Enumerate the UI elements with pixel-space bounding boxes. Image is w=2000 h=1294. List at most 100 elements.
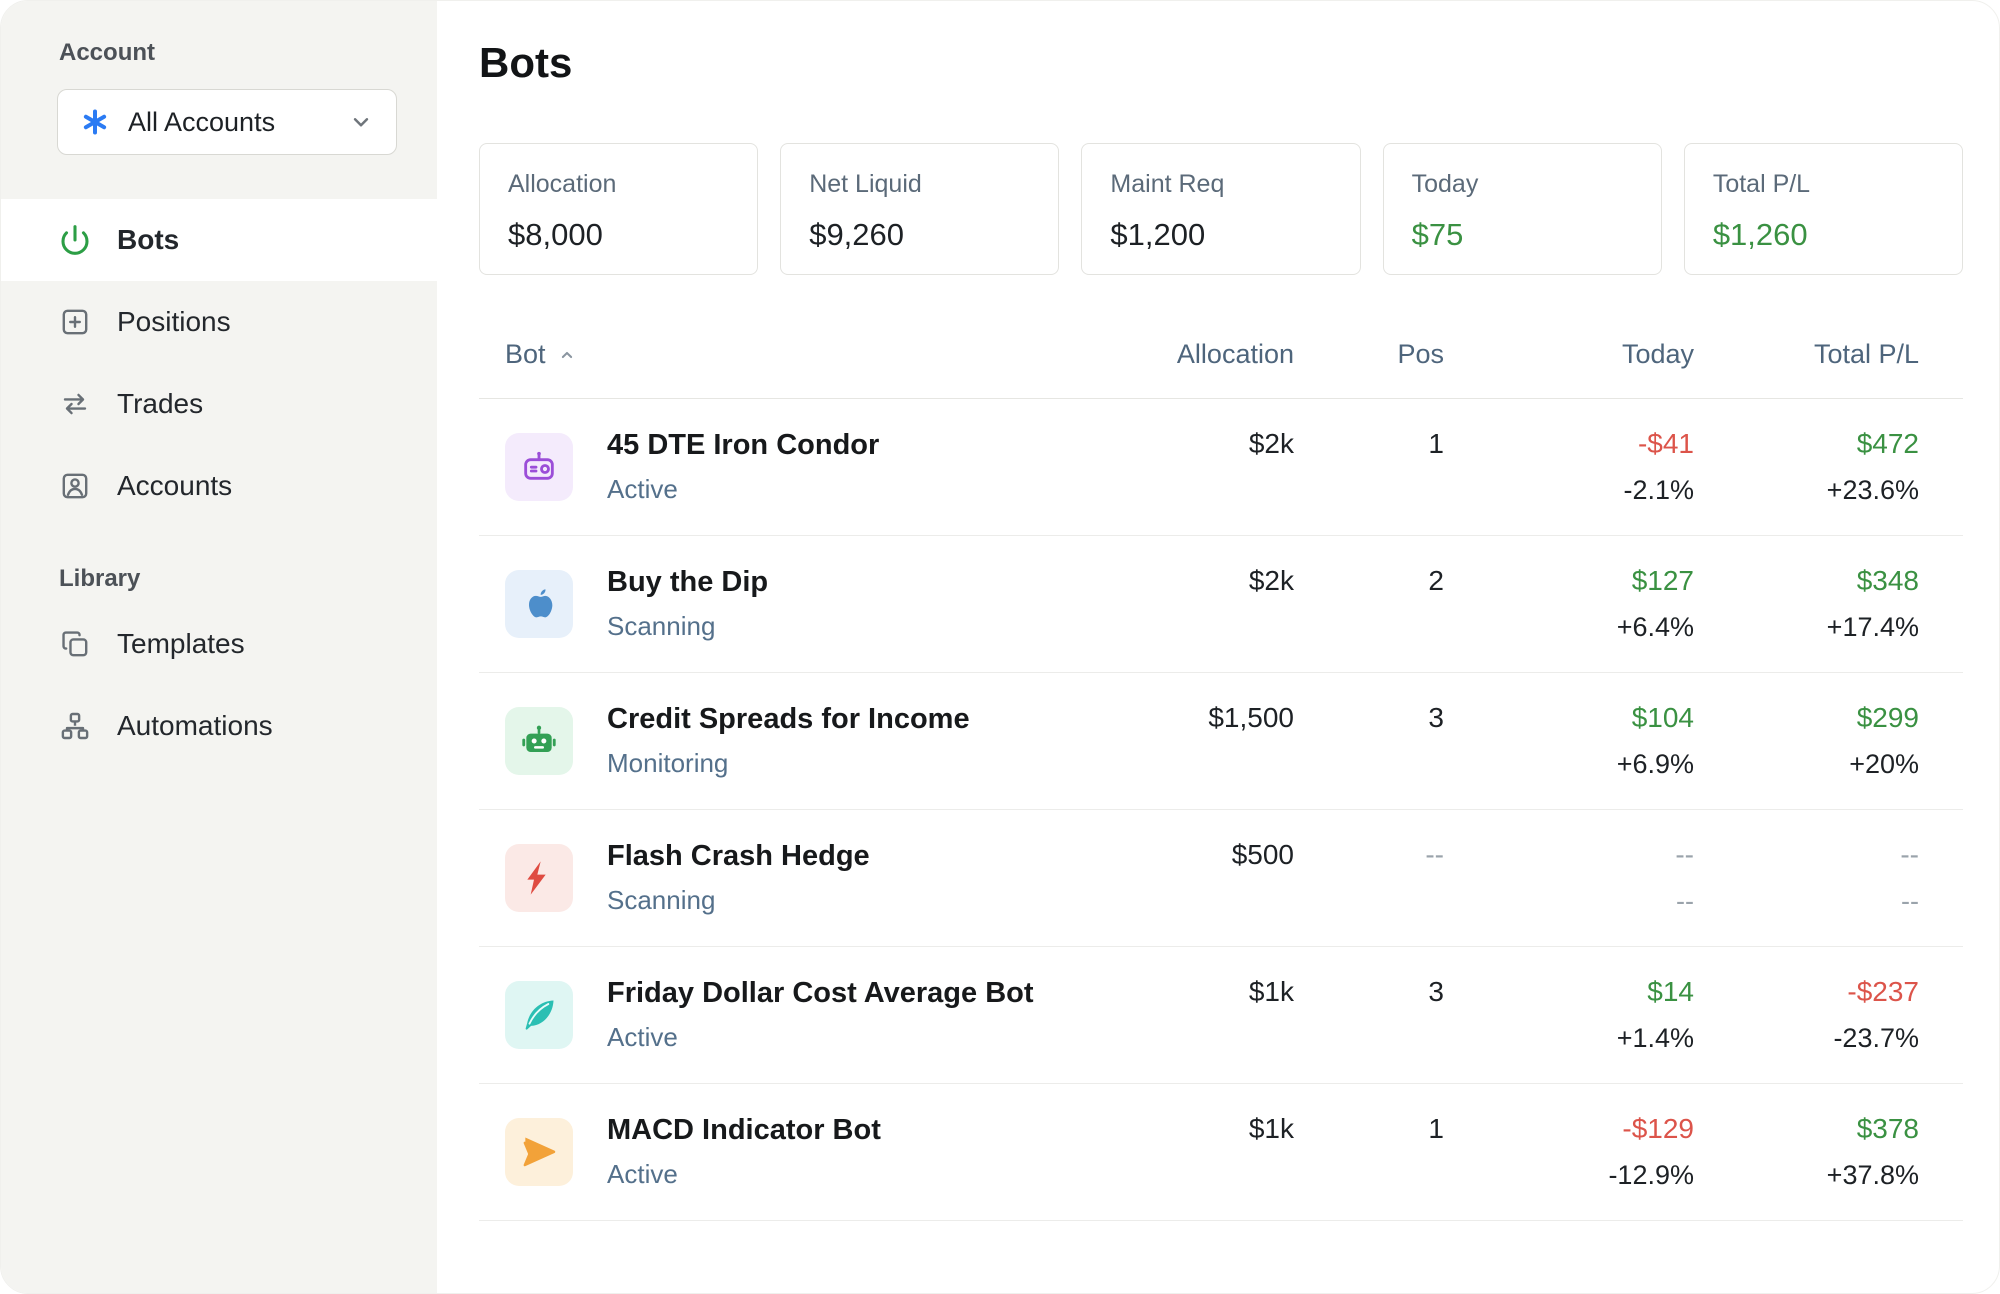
total-pl-value: $472 xyxy=(1856,428,1919,459)
sidebar-item-automations[interactable]: Automations xyxy=(1,685,437,767)
stats-row: Allocation $8,000 Net Liquid $9,260 Main… xyxy=(479,143,1964,275)
allocation-value: $500 xyxy=(1231,839,1294,870)
table-row[interactable]: 45 DTE Iron Condor Active $2k 1 -$41 -2.… xyxy=(479,399,1963,536)
stat-card: Total P/L $1,260 xyxy=(1683,143,1964,275)
stat-label: Total P/L xyxy=(1712,170,1811,198)
column-header-allocation[interactable]: Allocation xyxy=(1176,339,1294,369)
bot-status: Active xyxy=(607,474,678,504)
stat-value: $9,260 xyxy=(809,217,905,252)
pos-value: 2 xyxy=(1428,565,1444,596)
today-cell: -- -- xyxy=(1444,838,1694,918)
pos-cell: 1 xyxy=(1294,427,1444,507)
table-row[interactable]: Buy the Dip Scanning $2k 2 $127 +6.4% $3… xyxy=(479,536,1963,673)
allocation-value: $2k xyxy=(1248,428,1294,459)
stat-value: $1,200 xyxy=(1110,217,1206,252)
sidebar-nav: Bots Positions Trades Accounts xyxy=(1,199,437,527)
stat-card: Maint Req $1,200 xyxy=(1081,143,1361,275)
stat-value: $75 xyxy=(1411,217,1464,252)
account-selector-value: All Accounts xyxy=(128,106,276,137)
allocation-cell: $1k xyxy=(1079,975,1294,1055)
page-title: Bots xyxy=(479,39,573,86)
pos-value: 1 xyxy=(1428,428,1444,459)
total-pl-percent: +37.8% xyxy=(1826,1160,1919,1190)
table-body: 45 DTE Iron Condor Active $2k 1 -$41 -2.… xyxy=(479,399,1963,1221)
table-row[interactable]: MACD Indicator Bot Active $1k 1 -$129 -1… xyxy=(479,1084,1963,1221)
pos-cell: 1 xyxy=(1294,1112,1444,1192)
bot-cell: Friday Dollar Cost Average Bot Active xyxy=(505,977,1079,1053)
sidebar-library-nav: Templates Automations xyxy=(1,603,437,767)
today-percent: +6.9% xyxy=(1616,749,1694,779)
pos-value: 1 xyxy=(1428,1113,1444,1144)
caret-up-icon xyxy=(556,344,578,366)
robot-green-icon xyxy=(505,707,573,775)
today-cell: -$129 -12.9% xyxy=(1444,1112,1694,1192)
stat-card: Today $75 xyxy=(1382,143,1662,275)
table-row[interactable]: Friday Dollar Cost Average Bot Active $1… xyxy=(479,947,1963,1084)
sidebar-item-accounts[interactable]: Accounts xyxy=(1,445,437,527)
total-pl-value: $378 xyxy=(1856,1113,1919,1144)
stat-label: Today xyxy=(1411,170,1479,198)
stat-card: Net Liquid $9,260 xyxy=(780,143,1060,275)
workflow-icon xyxy=(59,710,91,742)
bot-cell: Flash Crash Hedge Scanning xyxy=(505,840,1079,916)
stat-label: Net Liquid xyxy=(809,170,922,198)
apple-icon xyxy=(505,570,573,638)
today-cell: $104 +6.9% xyxy=(1444,701,1694,781)
allocation-cell: $1,500 xyxy=(1079,701,1294,781)
sidebar-item-trades[interactable]: Trades xyxy=(1,363,437,445)
pos-value: 3 xyxy=(1428,702,1444,733)
sidebar-item-templates[interactable]: Templates xyxy=(1,603,437,685)
sidebar-item-bots[interactable]: Bots xyxy=(1,199,437,281)
chevron-down-icon xyxy=(348,109,374,135)
bot-status: Active xyxy=(607,1022,678,1052)
allocation-cell: $1k xyxy=(1079,1112,1294,1192)
bot-name: 45 DTE Iron Condor xyxy=(607,429,880,461)
stat-label: Allocation xyxy=(508,170,617,198)
swap-arrows-icon xyxy=(59,388,91,420)
bot-cell: Credit Spreads for Income Monitoring xyxy=(505,703,1079,779)
column-header-total-pl[interactable]: Total P/L xyxy=(1813,339,1919,369)
bot-name: MACD Indicator Bot xyxy=(607,1114,881,1146)
today-value: $104 xyxy=(1631,702,1694,733)
stat-label: Maint Req xyxy=(1110,170,1225,198)
power-icon xyxy=(59,224,91,256)
sidebar-item-positions[interactable]: Positions xyxy=(1,281,437,363)
asterisk-icon xyxy=(80,107,110,137)
allocation-value: $1,500 xyxy=(1208,702,1294,733)
column-header-pos[interactable]: Pos xyxy=(1397,339,1444,369)
total-pl-percent: +20% xyxy=(1849,749,1919,779)
table-row[interactable]: Flash Crash Hedge Scanning $500 -- -- --… xyxy=(479,810,1963,947)
today-percent: +1.4% xyxy=(1616,1023,1694,1053)
account-selector[interactable]: All Accounts xyxy=(57,89,397,155)
today-value: -$129 xyxy=(1622,1113,1694,1144)
bot-name: Credit Spreads for Income xyxy=(607,703,970,735)
bots-table: Bot Allocation Pos Today Total P/L 45 DT… xyxy=(479,311,1963,1221)
allocation-value: $1k xyxy=(1248,1113,1294,1144)
pos-value: 3 xyxy=(1428,976,1444,1007)
column-header-bot-label: Bot xyxy=(505,339,546,369)
today-cell: $127 +6.4% xyxy=(1444,564,1694,644)
feather-icon xyxy=(505,981,573,1049)
total-pl-percent: +17.4% xyxy=(1826,612,1919,642)
column-header-bot[interactable]: Bot xyxy=(505,339,1079,370)
allocation-cell: $500 xyxy=(1079,838,1294,918)
bot-name: Friday Dollar Cost Average Bot xyxy=(607,977,1034,1009)
total-pl-cell: -- -- xyxy=(1694,838,1919,918)
allocation-cell: $2k xyxy=(1079,564,1294,644)
today-percent: -2.1% xyxy=(1623,475,1694,505)
column-header-today[interactable]: Today xyxy=(1621,339,1694,369)
stat-card: Allocation $8,000 xyxy=(479,143,759,275)
pos-cell: 2 xyxy=(1294,564,1444,644)
user-icon xyxy=(59,470,91,502)
pos-value: -- xyxy=(1425,839,1444,870)
today-value: -- xyxy=(1675,839,1694,870)
table-row[interactable]: Credit Spreads for Income Monitoring $1,… xyxy=(479,673,1963,810)
today-percent: +6.4% xyxy=(1616,612,1694,642)
allocation-value: $1k xyxy=(1248,976,1294,1007)
stat-value: $1,260 xyxy=(1712,217,1808,252)
bot-name: Buy the Dip xyxy=(607,566,769,598)
today-percent: -- xyxy=(1676,886,1694,916)
bot-cell: Buy the Dip Scanning xyxy=(505,566,1079,642)
today-value: $127 xyxy=(1631,565,1694,596)
